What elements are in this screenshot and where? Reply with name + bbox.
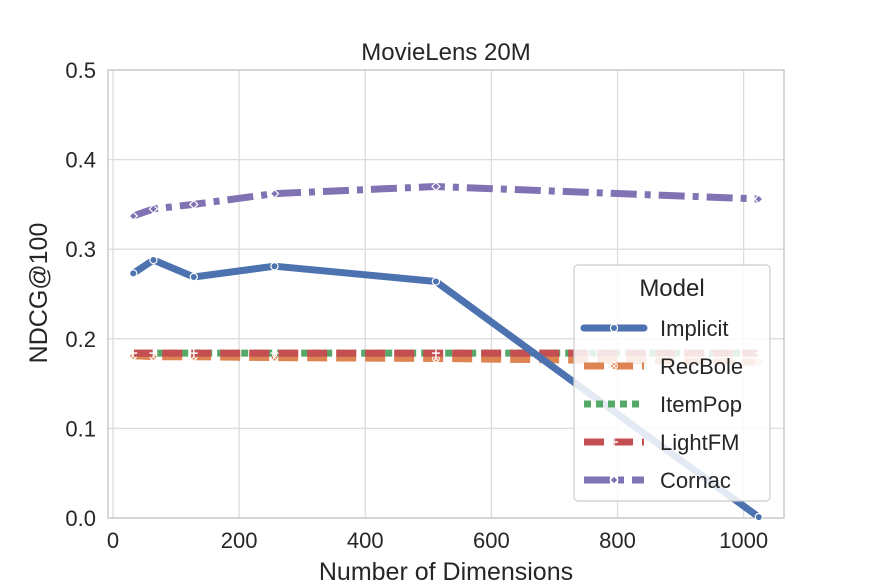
legend-label: ItemPop [660, 392, 742, 417]
legend-label: RecBole [660, 354, 743, 379]
legend-marker [610, 362, 618, 370]
legend-label: Cornac [660, 468, 731, 493]
x-tick-label: 200 [221, 528, 258, 553]
data-point-lightfm [270, 349, 279, 358]
data-point-cornac [431, 181, 441, 192]
series-line-cornac [132, 183, 759, 220]
legend-label: LightFM [660, 430, 739, 455]
x-tick-label: 400 [347, 528, 384, 553]
y-axis-ticks: 0.0 0.1 0.2 0.3 0.4 0.5 [65, 58, 96, 531]
data-point-implicit [270, 262, 279, 271]
data-point-cornac [128, 211, 139, 221]
series-cornac [128, 181, 764, 221]
y-tick-label: 0.0 [65, 506, 96, 531]
data-point-implicit [149, 255, 158, 265]
x-axis-ticks: 0 200 400 600 800 1000 [107, 528, 768, 553]
y-tick-label: 0.2 [65, 327, 96, 352]
data-point-recbole [270, 353, 279, 362]
x-tick-label: 600 [473, 528, 510, 553]
data-point-cornac [269, 188, 280, 199]
legend-title: Model [639, 275, 704, 302]
x-tick-label: 0 [107, 528, 119, 553]
plot-frame [107, 69, 785, 519]
data-point-implicit [189, 272, 198, 282]
data-point-lightfm [129, 349, 138, 358]
legend-marker [609, 323, 619, 333]
legend[interactable]: Model Implicit RecBole ItemPop LightFM Corna… [573, 264, 771, 502]
legend-item-lightfm[interactable]: LightFM [584, 430, 739, 455]
chart-title: MovieLens 20M [361, 39, 530, 66]
legend-items: Implicit RecBole ItemPop LightFM Cornac [580, 316, 743, 493]
data-point-cornac [753, 194, 764, 204]
y-tick-label: 0.1 [65, 416, 96, 441]
data-point-lightfm [431, 349, 440, 358]
legend-item-itempop[interactable]: ItemPop [584, 392, 742, 417]
y-tick-label: 0.3 [65, 237, 96, 262]
data-point-implicit [129, 269, 138, 278]
x-tick-label: 1000 [719, 528, 768, 553]
data-point-implicit [431, 277, 441, 286]
data-point-cornac [148, 204, 159, 214]
y-tick-label: 0.5 [65, 58, 96, 83]
data-point-cornac [188, 199, 199, 210]
data-point-lightfm [189, 349, 198, 358]
series-lines [128, 181, 764, 522]
legend-marker [609, 475, 619, 485]
data-point-implicit [754, 512, 763, 522]
y-axis-label: NDCG@100 [25, 223, 53, 364]
legend-item-recbole[interactable]: RecBole [584, 354, 743, 379]
legend-item-cornac[interactable]: Cornac [584, 468, 731, 493]
legend-marker [610, 438, 618, 446]
x-tick-label: 800 [599, 528, 636, 553]
legend-item-implicit[interactable]: Implicit [580, 316, 728, 341]
x-axis-label: Number of Dimensions [319, 558, 573, 581]
legend-label: Implicit [660, 316, 728, 341]
data-point-lightfm [149, 349, 158, 358]
y-tick-label: 0.4 [65, 148, 96, 173]
series-implicit [129, 255, 763, 522]
